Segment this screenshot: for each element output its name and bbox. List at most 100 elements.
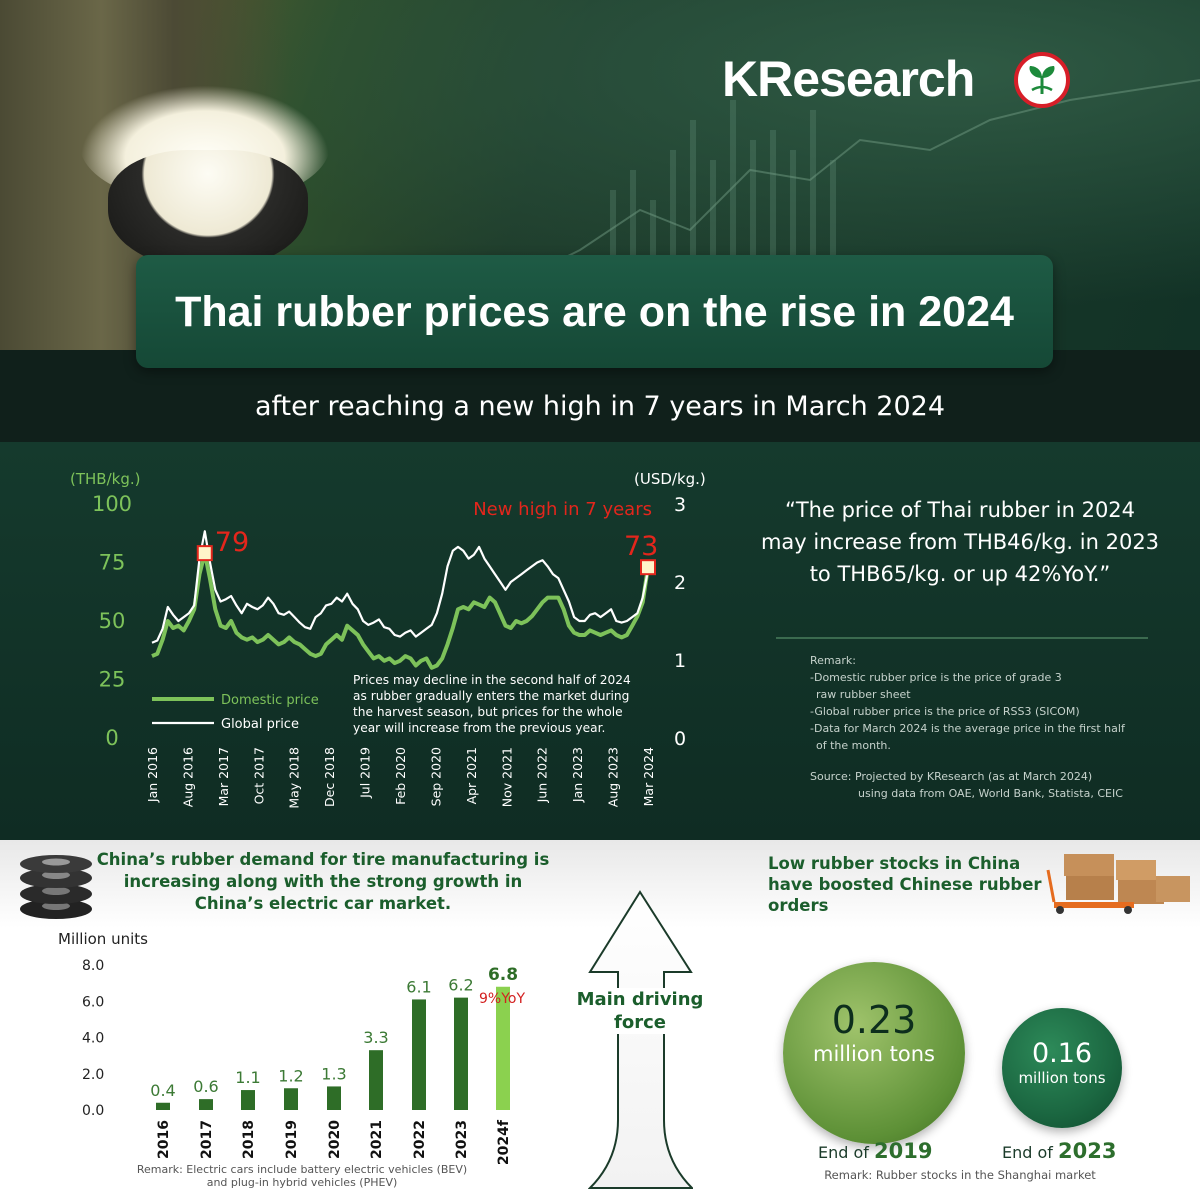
latex-cup: [108, 150, 308, 270]
cargo-boxes-icon: [1046, 854, 1190, 914]
bar-y-tick-label: 6.0: [82, 994, 104, 1010]
bar-category-label: 2019: [284, 1120, 300, 1159]
x-tick-label: Oct 2017: [251, 747, 266, 804]
bar-value-label: 0.6: [193, 1077, 218, 1096]
latest-marker: [640, 559, 656, 576]
page-subtitle: after reaching a new high in 7 years in …: [254, 391, 946, 422]
stocks-remark: Remark: Rubber stocks in the Shanghai ma…: [824, 1168, 1096, 1182]
bar-2016: [156, 1102, 170, 1110]
yoy-label: 9%YoY: [479, 991, 525, 1007]
bar-category-label: 2022: [412, 1120, 428, 1159]
stocks-heading: Low rubber stocks in China have boosted …: [768, 854, 1042, 915]
left-tick-label: 75: [99, 551, 126, 575]
bar-y-tick-label: 4.0: [82, 1031, 104, 1047]
bar-category-label: 2021: [369, 1120, 385, 1159]
source-line-1: Source: Projected by KResearch (as at Ma…: [810, 770, 1093, 783]
bar-y-axis-label: Million units: [58, 930, 148, 948]
bar-2023: [454, 997, 468, 1110]
x-tick-label: Apr 2021: [464, 747, 479, 804]
remark-divider: [776, 637, 1148, 639]
bar-value-label: 1.3: [321, 1064, 346, 1083]
global-price-line: [151, 530, 650, 644]
legend-global-label: Global price: [221, 717, 299, 732]
stock-2023-prefix: End of: [1002, 1143, 1053, 1162]
left-tick-label: 0: [105, 726, 118, 750]
bar-category-label: 2017: [199, 1120, 215, 1159]
x-tick-label: Aug 2023: [606, 747, 621, 807]
stock-2019-circle: 0.23 million tons: [783, 962, 965, 1144]
left-axis-unit: (THB/kg.): [70, 470, 140, 488]
kresearch-logo: KResearch: [722, 51, 975, 107]
price-chart-panel: [0, 442, 1200, 840]
page-title: Thai rubber prices are on the rise in 20…: [175, 288, 1014, 336]
bar-chart-remark: Remark: Electric cars include battery el…: [137, 1163, 467, 1189]
bar-y-tick-label: 8.0: [82, 958, 104, 974]
latest-label: 73: [624, 531, 658, 562]
stock-2023-label: End of 2023: [1002, 1139, 1116, 1163]
bar-y-tick-label: 2.0: [82, 1067, 104, 1083]
title-box: Thai rubber prices are on the rise in 20…: [136, 255, 1053, 368]
forecast-quote: “The price of Thai rubber in 2024 may in…: [760, 498, 1160, 586]
bar-category-label: 2018: [241, 1120, 257, 1159]
kbank-logo-icon: [1014, 52, 1070, 108]
bar-value-label: 3.3: [363, 1028, 388, 1047]
domestic-price-line: [151, 551, 650, 670]
bar-2020: [327, 1086, 341, 1110]
legend-domestic-label: Domestic price: [221, 693, 319, 708]
lower-header-band: [0, 840, 1200, 928]
rubber-price-line-chart: (THB/kg.) (USD/kg.) 100 75 50 25 0 3 2 1 0 Jan 2016…: [70, 470, 706, 809]
stock-2019-value: 0.23: [831, 998, 917, 1042]
price-outlook-note: Prices may decline in the second half of…: [353, 673, 631, 735]
bar-value-label: 6.2: [448, 976, 473, 995]
x-tick-label: Jan 2016: [145, 747, 160, 803]
x-tick-label: Aug 2016: [180, 747, 195, 807]
x-tick-label: May 2018: [287, 747, 302, 809]
bar-2021: [369, 1050, 383, 1110]
stock-2023-value: 0.16: [1031, 1038, 1093, 1069]
stock-2019-unit: million tons: [813, 1042, 935, 1066]
bar-2018: [241, 1090, 255, 1110]
remark-line-3: -Global rubber price is the price of RSS…: [810, 705, 1080, 718]
stock-2023-circle: 0.16 million tons: [1002, 1008, 1122, 1128]
right-axis-unit: (USD/kg.): [634, 470, 706, 488]
right-tick-label: 0: [674, 728, 686, 750]
up-arrow-icon: [588, 890, 693, 1189]
bar-2019: [284, 1088, 298, 1110]
remark-line-5: of the month.: [816, 739, 891, 752]
bar-value-label: 0.4: [150, 1081, 175, 1100]
bar-category-label: 2016: [156, 1120, 172, 1159]
stock-2019-year: 2019: [874, 1139, 933, 1163]
bar-value-label: 6.1: [406, 977, 431, 996]
ev-sales-bar-chart: Million units 8.0 6.0 4.0 2.0 0.0 0.4 2016 0.6 20…: [58, 930, 525, 1189]
tires-icon: [20, 855, 92, 919]
bar-category-label: 2023: [454, 1120, 470, 1159]
left-tick-label: 100: [92, 492, 132, 516]
x-tick-label: Jul 2019: [358, 747, 373, 799]
left-tick-label: 50: [99, 609, 126, 633]
remark-heading: Remark:: [810, 654, 856, 667]
bar-2017: [199, 1099, 213, 1110]
tire-demand-heading: China’s rubber demand for tire manufactu…: [96, 850, 550, 913]
x-tick-label: Nov 2021: [499, 747, 514, 807]
stock-2023-unit: million tons: [1018, 1069, 1106, 1087]
right-tick-label: 3: [674, 494, 686, 516]
bar-category-label: 2024f: [496, 1119, 512, 1165]
peak-marker: [196, 545, 213, 562]
peak-label: 79: [215, 527, 249, 558]
bar-2024f: [496, 986, 510, 1110]
remark-line-2: raw rubber sheet: [816, 688, 911, 701]
chart-remark: Remark: -Domestic rubber price is the pr…: [810, 652, 1150, 802]
right-tick-label: 2: [674, 572, 686, 594]
remark-line-1: -Domestic rubber price is the price of g…: [810, 671, 1062, 684]
x-tick-label: Jan 2023: [570, 747, 585, 803]
stock-2019-prefix: End of: [818, 1143, 869, 1162]
x-tick-label: Mar 2017: [216, 747, 231, 806]
x-tick-label: Dec 2018: [322, 747, 337, 807]
stock-2019-label: End of 2019: [818, 1139, 932, 1163]
bar-value-label: 6.8: [488, 965, 518, 985]
bar-value-label: 1.2: [278, 1066, 303, 1085]
x-tick-label: Feb 2020: [393, 747, 408, 805]
bar-value-label: 1.1: [235, 1068, 260, 1087]
bar-2022: [412, 999, 426, 1110]
bar-y-tick-label: 0.0: [82, 1103, 104, 1119]
